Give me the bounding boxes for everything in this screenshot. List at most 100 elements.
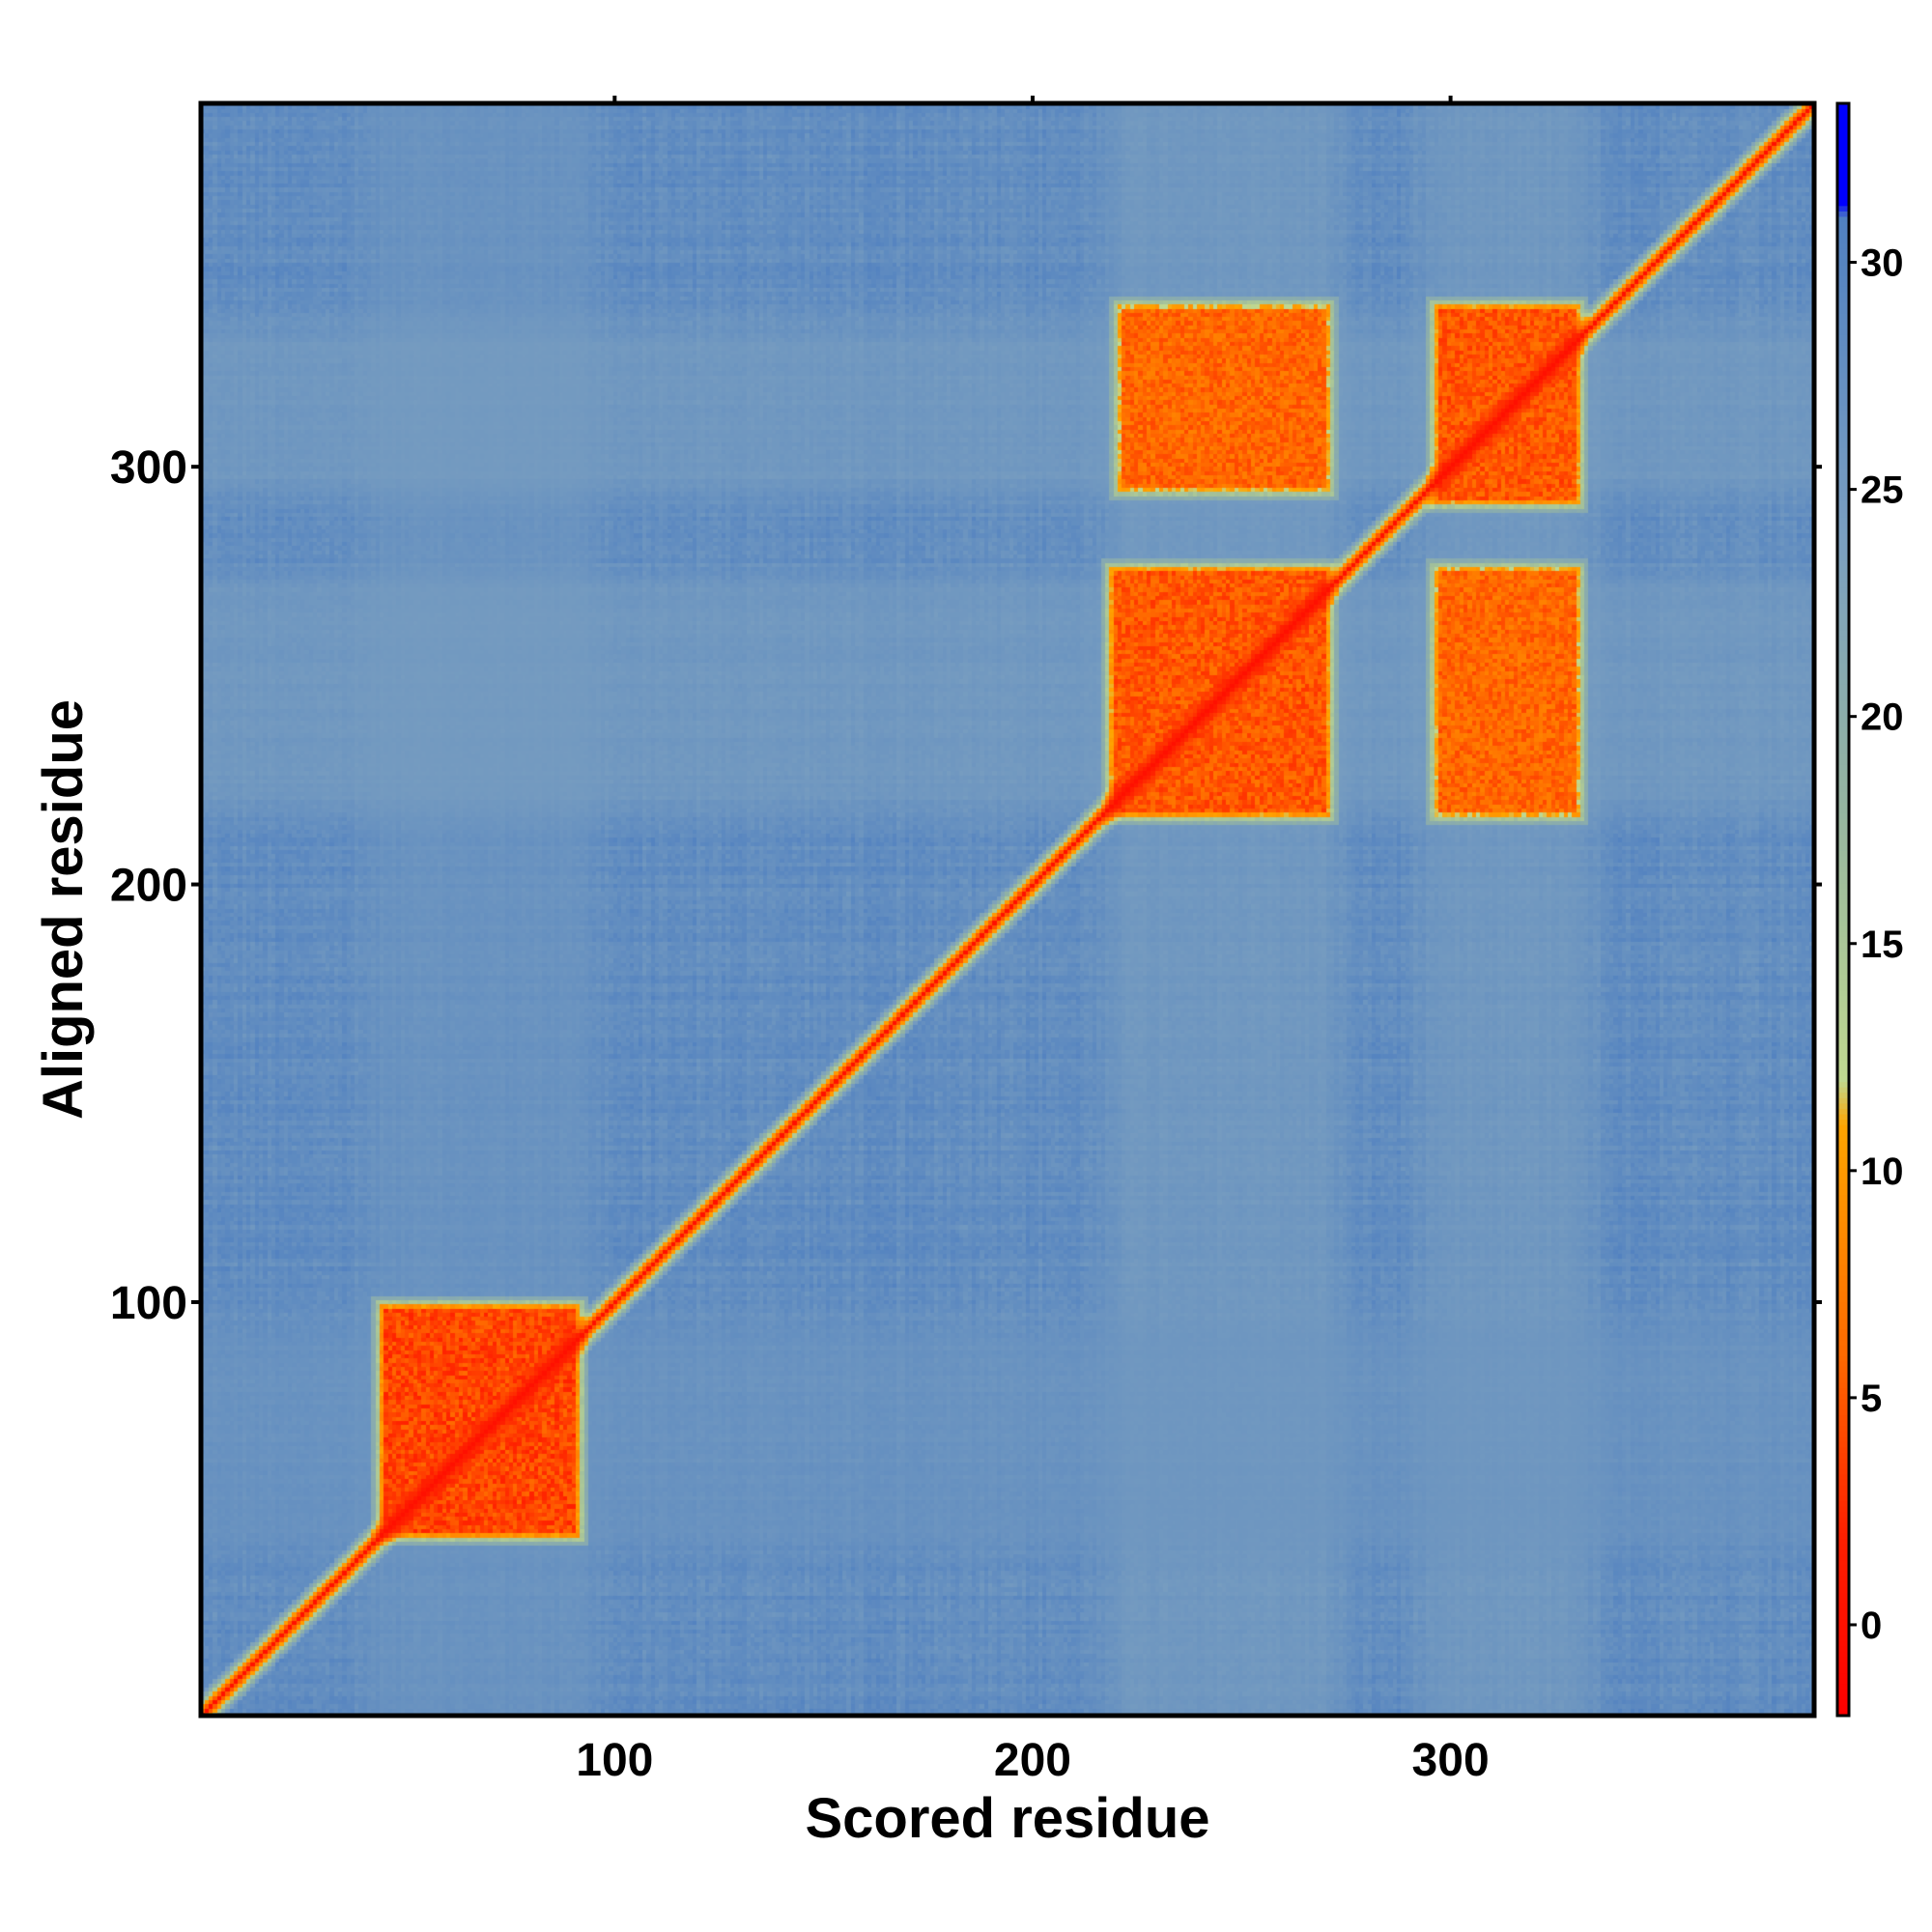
colorbar-segment	[1837, 984, 1849, 991]
colorbar-segment	[1837, 785, 1849, 792]
colorbar-segment	[1837, 410, 1849, 416]
colorbar-segment	[1837, 140, 1849, 148]
colorbar-segment	[1837, 1156, 1849, 1163]
colorbar-segment	[1837, 721, 1849, 727]
colorbar-segment	[1837, 431, 1849, 438]
colorbar-segment	[1837, 1183, 1849, 1190]
colorbar-segment	[1837, 1060, 1849, 1066]
colorbar-segment	[1837, 903, 1849, 911]
colorbar-segment	[1837, 1446, 1849, 1453]
colorbar-segment	[1837, 1285, 1849, 1293]
colorbar-segment	[1837, 769, 1849, 777]
colorbar-segment	[1837, 1689, 1849, 1695]
colorbar-segment	[1837, 1463, 1849, 1469]
colorbar-segment	[1837, 731, 1849, 739]
colorbar-segment	[1837, 162, 1849, 169]
colorbar-segment	[1837, 324, 1849, 330]
colorbar-segment	[1837, 152, 1849, 158]
colorbar-segment	[1837, 737, 1849, 744]
colorbar-segment	[1837, 668, 1849, 674]
colorbar-segment	[1837, 1527, 1849, 1534]
colorbar-segment	[1837, 1328, 1849, 1335]
colorbar-segment	[1837, 662, 1849, 668]
colorbar-segment	[1837, 312, 1849, 320]
colorbar-segment	[1837, 393, 1849, 400]
colorbar-segment	[1837, 1592, 1849, 1599]
colorbar-segment	[1837, 678, 1849, 685]
colorbar-segment	[1837, 909, 1849, 916]
colorbar-segment	[1837, 1494, 1849, 1502]
colorbar-segment	[1837, 1242, 1849, 1249]
colorbar-segment	[1837, 1194, 1849, 1201]
colorbar-segment	[1837, 995, 1849, 1002]
colorbar-segment	[1837, 877, 1849, 884]
colorbar-segment	[1837, 264, 1849, 271]
colorbar-segment	[1837, 936, 1849, 943]
colorbar-segment	[1837, 871, 1849, 878]
colorbar-segment	[1837, 1274, 1849, 1281]
colorbar-segment	[1837, 592, 1849, 599]
colorbar-segment	[1837, 425, 1849, 432]
colorbar-segment	[1837, 1521, 1849, 1528]
colorbar-segment	[1837, 1457, 1849, 1464]
colorbar-segment	[1837, 1431, 1849, 1437]
colorbar-segment	[1837, 608, 1849, 615]
colorbar-segment	[1837, 780, 1849, 787]
colorbar-segment	[1837, 527, 1849, 534]
colorbar-segment	[1837, 710, 1849, 717]
colorbar-segment	[1837, 1613, 1849, 1620]
colorbar-segment	[1837, 1586, 1849, 1593]
colorbar-segment	[1837, 1666, 1849, 1674]
colorbar-segment	[1837, 291, 1849, 298]
colorbar-segment	[1837, 479, 1849, 486]
colorbar-segment	[1837, 1624, 1849, 1631]
colorbar-segment	[1837, 496, 1849, 502]
colorbar-segment	[1837, 1441, 1849, 1448]
colorbar-segment	[1837, 893, 1849, 899]
colorbar-segment	[1837, 1221, 1849, 1228]
colorbar-segment	[1837, 1360, 1849, 1367]
colorbar-tick-label: 0	[1861, 1605, 1882, 1647]
colorbar-segment	[1837, 1420, 1849, 1427]
colorbar-segment	[1837, 1027, 1849, 1035]
colorbar-segment	[1837, 1119, 1849, 1125]
colorbar-segment	[1837, 318, 1849, 325]
colorbar-segment	[1837, 345, 1849, 352]
colorbar-segment	[1837, 1580, 1849, 1588]
colorbar-segment	[1837, 1672, 1849, 1679]
colorbar-segment	[1837, 1269, 1849, 1276]
colorbar-segment	[1837, 1070, 1849, 1077]
colorbar-segment	[1837, 549, 1849, 555]
colorbar-segment	[1837, 915, 1849, 922]
y-axis-title: Aligned residue	[32, 699, 95, 1120]
colorbar-segment	[1837, 554, 1849, 561]
colorbar-segment	[1837, 657, 1849, 664]
colorbar-segment	[1837, 613, 1849, 620]
colorbar-segment	[1837, 211, 1849, 217]
colorbar-segment	[1837, 716, 1849, 723]
colorbar-segment	[1837, 1393, 1849, 1400]
colorbar-segment	[1837, 645, 1849, 653]
colorbar-segment	[1837, 726, 1849, 733]
colorbar-segment	[1837, 1016, 1849, 1023]
colorbar-segment	[1837, 1618, 1849, 1626]
colorbar-segment	[1837, 398, 1849, 406]
colorbar-segment	[1837, 1113, 1849, 1121]
y-tick-label: 100	[110, 1278, 187, 1329]
colorbar-segment	[1837, 259, 1849, 266]
colorbar-segment	[1837, 624, 1849, 631]
colorbar-segment	[1837, 791, 1849, 798]
colorbar-segment	[1837, 1291, 1849, 1297]
y-tick-label: 300	[110, 442, 187, 494]
colorbar-segment	[1837, 361, 1849, 368]
colorbar-segment	[1837, 517, 1849, 524]
colorbar-segment	[1837, 1001, 1849, 1008]
colorbar-segment	[1837, 1366, 1849, 1373]
colorbar-segment	[1837, 1479, 1849, 1486]
colorbar-segment	[1837, 1576, 1849, 1582]
colorbar-segment	[1837, 1548, 1849, 1555]
colorbar-segment	[1837, 1226, 1849, 1233]
colorbar-segment	[1837, 205, 1849, 212]
colorbar-segment	[1837, 930, 1849, 937]
colorbar-segment	[1837, 1640, 1849, 1647]
